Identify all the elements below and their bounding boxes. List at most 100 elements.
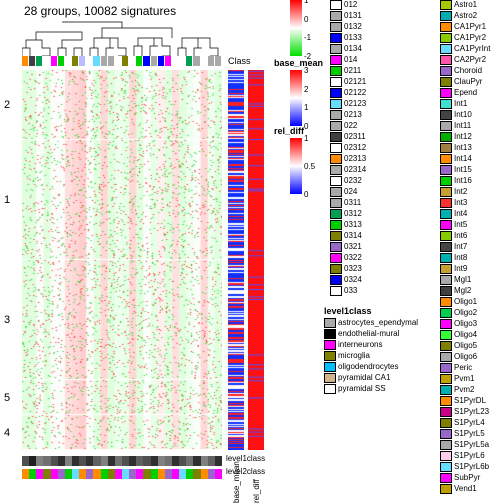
swatch-icon <box>330 132 342 142</box>
swatch-icon <box>440 341 452 351</box>
code-label: 02313 <box>344 154 366 163</box>
cell-type-label: Int15 <box>454 165 472 174</box>
group-code-item: 02122 <box>330 88 366 98</box>
cell-type-label: S1PyrDL <box>454 396 486 405</box>
swatch-icon <box>330 77 342 87</box>
swatch-icon <box>330 209 342 219</box>
cell-type-label: Peric <box>454 363 472 372</box>
cell-type-item: Oligo2 <box>440 308 477 318</box>
group-code-item: 0312 <box>330 209 362 219</box>
cell-type-item: Int12 <box>440 132 472 142</box>
group-code-item: 0323 <box>330 264 362 274</box>
class-label: interneurons <box>338 340 382 349</box>
cell-type-label: Astro2 <box>454 11 477 20</box>
cell-type-item: Oligo3 <box>440 319 477 329</box>
code-label: 033 <box>344 286 357 295</box>
swatch-icon <box>440 0 452 10</box>
base_mean-tick: 3 <box>304 66 308 75</box>
group-code-item: 024 <box>330 187 357 197</box>
cell-type-item: S1PyrL6b <box>440 462 489 472</box>
cell-type-label: CA1Pyr1 <box>454 22 486 31</box>
swatch-icon <box>440 187 452 197</box>
code-label: 0134 <box>344 44 362 53</box>
swatch-icon <box>440 308 452 318</box>
cell-type-label: Int1 <box>454 99 467 108</box>
group-code-item: 0311 <box>330 198 361 208</box>
cell-type-label: Mgl1 <box>454 275 471 284</box>
group-code-item: 0134 <box>330 44 362 54</box>
cell-type-item: CA1Pyr1 <box>440 22 486 32</box>
cell-type-label: Oligo4 <box>454 330 477 339</box>
swatch-icon <box>330 33 342 43</box>
rel_diff-gradient <box>290 138 302 194</box>
cell-type-item: Int13 <box>440 143 472 153</box>
swatch-icon <box>440 132 452 142</box>
cell-type-item: SubPyr <box>440 473 480 483</box>
group-code-item: 0211 <box>330 66 361 76</box>
cell-type-item: Int3 <box>440 198 467 208</box>
base_mean-tick: 2 <box>304 85 308 94</box>
cell-type-label: Choroid <box>454 66 482 75</box>
group-code-item: 0313 <box>330 220 362 230</box>
rel_diff-gradient-title: rel_diff <box>274 126 304 136</box>
level1class-item: microglia <box>324 351 370 361</box>
level1class-item: endothelial-mural <box>324 329 399 339</box>
code-label: 0131 <box>344 11 362 20</box>
swatch-icon <box>440 220 452 230</box>
swatch-icon <box>330 220 342 230</box>
row-cluster-label: 1 <box>4 194 10 206</box>
code-label: 02312 <box>344 143 366 152</box>
code-label: 022 <box>344 121 357 130</box>
cell-type-label: Int6 <box>454 231 467 240</box>
code-label: 0232 <box>344 176 362 185</box>
rel_diff-tick: 0 <box>304 190 308 199</box>
group-code-item: 0322 <box>330 253 362 263</box>
cell-type-item: Astro2 <box>440 11 477 21</box>
swatch-icon <box>330 154 342 164</box>
swatch-icon <box>330 22 342 32</box>
cell-type-item: S1PyrL6 <box>440 451 485 461</box>
swatch-icon <box>440 11 452 21</box>
cell-type-item: S1PyrL4 <box>440 418 485 428</box>
swatch-icon <box>440 165 452 175</box>
swatch-icon <box>440 154 452 164</box>
code-label: 02314 <box>344 165 366 174</box>
class-annotation-bar <box>22 56 222 66</box>
cell-type-item: Int15 <box>440 165 472 175</box>
swatch-icon <box>440 473 452 483</box>
row-cluster-label: 5 <box>4 392 10 404</box>
plot-title: 28 groups, 10082 signatures <box>24 4 176 18</box>
cell-type-label: Oligo2 <box>454 308 477 317</box>
group-code-item: 0133 <box>330 33 362 43</box>
level1class-item: pyramidal CA1 <box>324 373 390 383</box>
code-label: 0312 <box>344 209 362 218</box>
swatch-icon <box>330 198 342 208</box>
swatch-icon <box>440 484 452 494</box>
group-code-item: 0324 <box>330 275 362 285</box>
group-code-item: 012 <box>330 0 357 10</box>
code-label: 0323 <box>344 264 362 273</box>
cell-type-label: CA2Pyr2 <box>454 55 486 64</box>
swatch-icon <box>440 429 452 439</box>
swatch-icon <box>440 33 452 43</box>
cell-type-item: Oligo6 <box>440 352 477 362</box>
cell-type-item: Pvm2 <box>440 385 474 395</box>
swatch-icon <box>330 264 342 274</box>
swatch-icon <box>324 362 336 372</box>
cell-type-label: Int9 <box>454 264 467 273</box>
cell-type-item: Mgl2 <box>440 286 471 296</box>
swatch-icon <box>440 110 452 120</box>
cell-type-label: Int2 <box>454 187 467 196</box>
group-code-item: 0232 <box>330 176 362 186</box>
code-label: 0133 <box>344 33 362 42</box>
cell-type-item: Choroid <box>440 66 482 76</box>
cell-type-label: Pvm1 <box>454 374 474 383</box>
cell-type-label: S1PyrL5 <box>454 429 485 438</box>
cell-type-label: S1PyrL5a <box>454 440 489 449</box>
cell-type-item: CA2Pyr2 <box>440 55 486 65</box>
cell-type-label: Epend <box>454 88 477 97</box>
code-label: 02311 <box>344 132 366 141</box>
column-dendrogram <box>22 20 222 56</box>
cell-type-item: Astro1 <box>440 0 477 10</box>
swatch-icon <box>330 88 342 98</box>
